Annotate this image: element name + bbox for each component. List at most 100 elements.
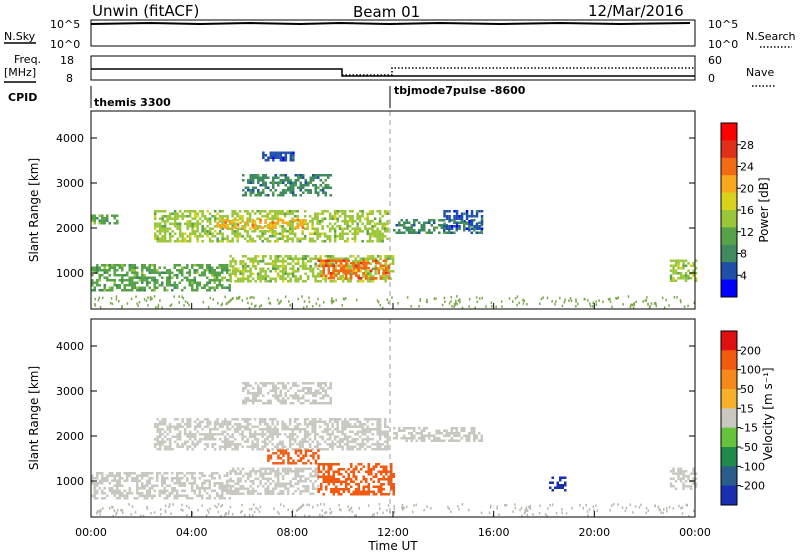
nave-label: Nave xyxy=(746,66,774,79)
y-tick-label: 4000 xyxy=(56,340,84,353)
colorbar-swatch xyxy=(721,210,737,228)
heatmap-region xyxy=(242,382,332,405)
heatmap-region xyxy=(267,449,320,465)
velocity-colorbar: 200 100 50 15 -15 -50 -100 -200 Velocity [m s⁻¹… xyxy=(720,330,775,506)
velocity-colorbar-label: Velocity [m s⁻¹] xyxy=(761,367,775,460)
colorbar-tick-label: 28 xyxy=(740,139,754,152)
colorbar-swatch xyxy=(721,408,737,429)
nsearch-tick-low: 10^0 xyxy=(708,38,738,51)
cpid-entry-themis: themis 3300 xyxy=(94,96,171,109)
freq-panel: Freq. [MHz] 18 8 60 0 Nave xyxy=(4,53,776,87)
velocity-data xyxy=(91,382,698,518)
heatmap-region xyxy=(153,210,389,243)
velocity-y-label: Slant Range [km] xyxy=(27,366,41,470)
date-title: 12/Mar/2016 xyxy=(588,2,684,20)
heatmap-region xyxy=(393,427,483,442)
power-colorbar-ticks: 28 24 20 16 12 8 4 xyxy=(737,139,754,282)
colorbar-swatch xyxy=(721,369,737,390)
velocity-y-ticks: 1000 2000 3000 4000 xyxy=(56,340,695,488)
nsearch-label: N.Search xyxy=(746,30,796,43)
nsky-tick-high: 10^5 xyxy=(50,18,80,31)
cpid-row: CPID themis 3300 tbjmode7pulse -8600 xyxy=(8,84,526,109)
y-tick-label: 1000 xyxy=(56,475,84,488)
heatmap-region xyxy=(317,463,395,496)
colorbar-swatch xyxy=(721,192,737,211)
x-tick-label: 00:00 xyxy=(679,526,711,539)
heatmap-region xyxy=(229,467,320,495)
station-title: Unwin (fitACF) xyxy=(92,2,199,20)
colorbar-swatch xyxy=(721,157,737,176)
heatmap-region xyxy=(443,210,484,230)
x-tick-label: 12:00 xyxy=(377,526,409,539)
colorbar-swatch xyxy=(721,244,737,263)
nsky-panel: N.Sky 10^5 10^0 10^5 10^0 N.Search xyxy=(4,18,796,51)
colorbar-tick-label: 50 xyxy=(740,383,754,396)
y-tick-label: 4000 xyxy=(56,132,84,145)
colorbar-tick-label: 200 xyxy=(740,344,761,357)
colorbar-swatch xyxy=(721,262,737,281)
nave-tick-high: 60 xyxy=(708,54,722,67)
nave-line xyxy=(342,67,695,76)
x-tick-label: 08:00 xyxy=(276,526,308,539)
power-colorbar-label: Power [dB] xyxy=(757,177,771,242)
colorbar-tick-label: 8 xyxy=(740,248,747,261)
colorbar-tick-label: -15 xyxy=(740,422,758,435)
ground-scatter xyxy=(96,503,695,518)
colorbar-swatch xyxy=(721,123,737,141)
power-y-ticks: 1000 2000 3000 4000 xyxy=(56,132,695,280)
colorbar-swatch xyxy=(721,389,737,409)
colorbar-tick-label: 12 xyxy=(740,226,754,239)
colorbar-swatch xyxy=(721,227,737,246)
heatmap-region xyxy=(262,151,295,162)
heatmap-region xyxy=(91,472,231,500)
freq-unit: [MHz] xyxy=(4,66,36,79)
colorbar-swatch xyxy=(721,447,737,467)
x-tick-label: 04:00 xyxy=(176,526,208,539)
colorbar-tick-label: 16 xyxy=(740,204,754,217)
heatmap-region xyxy=(549,476,567,492)
nsky-line xyxy=(90,21,691,26)
y-tick-label: 3000 xyxy=(56,177,84,190)
colorbar-swatch xyxy=(721,466,737,487)
freq-tick-high: 18 xyxy=(60,54,74,67)
velocity-colorbar-ticks: 200 100 50 15 -15 -50 -100 -200 xyxy=(737,344,765,493)
colorbar-swatch xyxy=(721,427,737,448)
y-tick-label: 2000 xyxy=(56,430,84,443)
cpid-entry-tbjmode: tbjmode7pulse -8600 xyxy=(394,84,526,97)
x-tick-label: 00:00 xyxy=(75,526,107,539)
beam-title: Beam 01 xyxy=(353,3,420,21)
colorbar-tick-label: -100 xyxy=(740,460,765,473)
power-panel: 1000 2000 3000 4000 Slant Range [km] xyxy=(27,110,698,310)
ground-scatter xyxy=(94,295,695,310)
heatmap-region xyxy=(91,264,231,292)
power-colorbar: 28 24 20 16 12 8 4 Power [dB] xyxy=(720,122,771,298)
freq-tick-low: 8 xyxy=(66,72,73,85)
colorbar-swatch xyxy=(721,331,737,351)
heatmap-region xyxy=(216,219,307,229)
y-tick-label: 2000 xyxy=(56,222,84,235)
freq-line xyxy=(91,68,695,77)
nsky-label: N.Sky xyxy=(4,30,36,43)
nsky-tick-low: 10^0 xyxy=(50,38,80,51)
heatmap-region xyxy=(153,418,389,451)
nave-tick-low: 0 xyxy=(708,72,715,85)
velocity-colorbar-swatches xyxy=(721,331,737,506)
heatmap-region xyxy=(317,259,390,280)
y-tick-label: 1000 xyxy=(56,267,84,280)
heatmap-region xyxy=(669,259,698,282)
colorbar-tick-label: 4 xyxy=(740,269,747,282)
colorbar-tick-label: -200 xyxy=(740,480,765,493)
colorbar-tick-label: 15 xyxy=(740,402,754,415)
nsearch-tick-high: 10^5 xyxy=(708,18,738,31)
colorbar-swatch xyxy=(721,350,737,371)
colorbar-swatch xyxy=(721,279,737,298)
freq-label: Freq. xyxy=(14,53,41,66)
colorbar-swatch xyxy=(721,485,737,506)
colorbar-swatch xyxy=(721,175,737,194)
colorbar-tick-label: 24 xyxy=(740,161,754,174)
x-axis-title: Time UT xyxy=(367,539,418,553)
cpid-label: CPID xyxy=(8,91,37,104)
power-y-label: Slant Range [km] xyxy=(27,158,41,262)
x-axis-ticks: 00:00 04:00 08:00 12:00 16:00 20:00 00:00 xyxy=(75,303,711,539)
x-tick-label: 16:00 xyxy=(478,526,510,539)
